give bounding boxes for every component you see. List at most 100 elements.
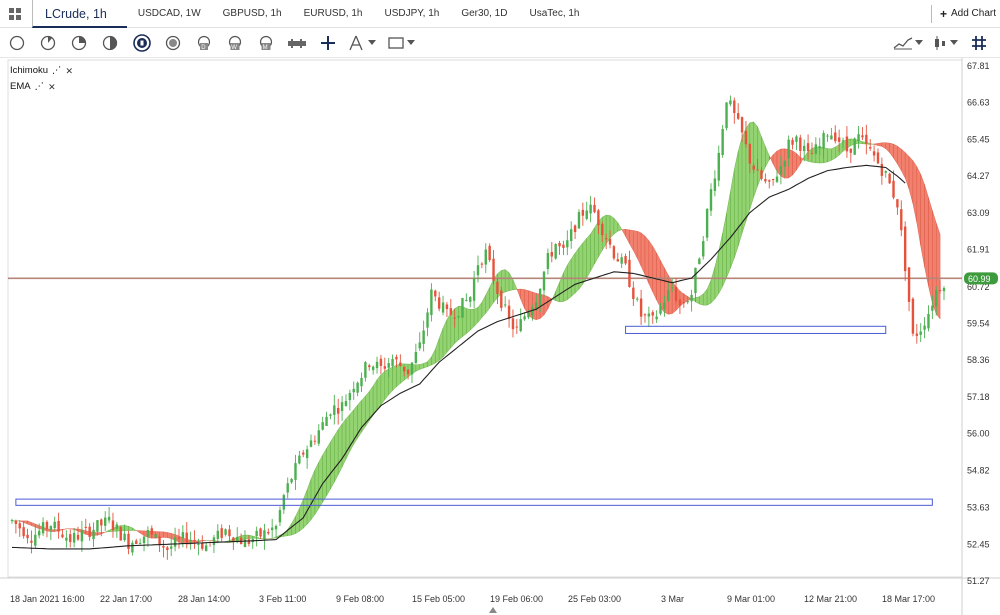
ichimoku-cloud-segment	[703, 288, 708, 306]
tab-usdjpy[interactable]: USDJPY, 1h	[384, 7, 440, 19]
timeframe-weekly-icon[interactable]: W	[225, 33, 245, 53]
tab-gbpusd[interactable]: GBPUSD, 1h	[222, 7, 282, 19]
tab-usdcad[interactable]: USDCAD, 1W	[137, 7, 201, 19]
tab-lcrude[interactable]: LCrude, 1h	[32, 0, 127, 28]
candle-body	[744, 130, 748, 145]
ichimoku-cloud-segment	[310, 469, 316, 521]
price-badge-label: 60.99	[968, 274, 991, 284]
ichimoku-cloud-segment	[563, 265, 568, 302]
tab-usatec[interactable]: UsaTec, 1h	[529, 7, 580, 19]
settings-dots-icon[interactable]: ⋰	[34, 81, 45, 92]
candle-body	[302, 452, 305, 455]
candle-body	[201, 542, 204, 549]
candle-body	[399, 362, 402, 366]
ichimoku-cloud-segment	[252, 535, 257, 539]
compass-drawing-icon[interactable]	[346, 33, 366, 53]
ichimoku-cloud-segment	[749, 121, 754, 210]
drawing-toolbar: D W M	[0, 28, 1000, 58]
ichimoku-cloud-segment	[547, 296, 552, 310]
timeframe-clock-icon[interactable]	[38, 33, 58, 53]
candle-body	[119, 527, 122, 541]
rectangle-shape-icon[interactable]	[386, 33, 406, 53]
candle-body	[570, 229, 573, 242]
candle-body	[550, 251, 553, 257]
indicators-icon[interactable]	[892, 33, 914, 53]
chart-style-icon[interactable]	[930, 33, 950, 53]
ichimoku-cloud-segment	[726, 191, 731, 278]
candle-body	[519, 319, 522, 332]
candle-body	[430, 289, 433, 316]
layout-grid-icon[interactable]	[0, 0, 30, 28]
candle-body	[764, 179, 767, 182]
tab-eurusd[interactable]: EURUSD, 1h	[303, 7, 363, 19]
tab-ger30[interactable]: Ger30, 1D	[461, 7, 508, 19]
candle-body	[651, 312, 654, 316]
candle-body	[503, 304, 507, 306]
candle-body	[138, 542, 142, 544]
add-chart-button[interactable]: + Add Chart	[930, 5, 996, 23]
candle-body	[197, 543, 200, 545]
ichimoku-cloud-segment	[306, 479, 312, 525]
price-chart[interactable]: 67.81 66.63 65.45 64.27 63.09 61.91 60.72 59.54…	[0, 58, 1000, 615]
candle-body	[131, 542, 134, 553]
candle-body	[818, 146, 821, 149]
chevron-down-icon[interactable]	[949, 33, 959, 53]
candle-body	[923, 325, 926, 330]
candle-body	[736, 113, 740, 119]
candle-body	[472, 278, 476, 301]
y-axis-tick-label: 63.09	[967, 208, 990, 218]
ichimoku-cloud-segment	[303, 489, 308, 529]
chevron-down-icon[interactable]	[405, 33, 417, 53]
candle-body	[216, 530, 220, 539]
candlestick-chart[interactable]: 67.81 66.63 65.45 64.27 63.09 61.91 60.72 59.54…	[0, 58, 1000, 615]
candle-type-icon[interactable]	[286, 33, 308, 53]
timeframe-clock-icon[interactable]	[100, 33, 120, 53]
candle-body	[395, 356, 398, 360]
candle-body	[220, 528, 223, 538]
timeframe-daily-icon[interactable]: D	[194, 33, 214, 53]
candle-body	[158, 536, 161, 546]
chevron-down-icon[interactable]	[366, 33, 378, 53]
ichimoku-cloud-segment	[256, 536, 261, 539]
candle-body	[204, 545, 208, 552]
close-icon[interactable]: ✕	[65, 66, 74, 76]
crosshair-icon[interactable]	[318, 33, 338, 53]
timeframe-monthly-icon[interactable]: M	[256, 33, 276, 53]
candle-body	[461, 298, 464, 318]
candle-body	[135, 540, 138, 545]
ichimoku-cloud-segment	[819, 146, 824, 164]
candle-body	[383, 366, 386, 369]
y-axis-tick-label: 54.82	[967, 465, 990, 475]
candle-body	[861, 135, 864, 138]
timeframe-clock-icon[interactable]	[69, 33, 89, 53]
ichimoku-cloud-segment	[718, 233, 723, 294]
candle-body	[515, 326, 519, 328]
ichimoku-cloud-segment	[136, 530, 141, 534]
ichimoku-cloud-segment	[504, 269, 510, 293]
close-icon[interactable]: ✕	[48, 82, 56, 92]
candle-body	[189, 539, 192, 542]
candle-body	[18, 523, 21, 529]
candle-body	[538, 289, 542, 306]
ichimoku-cloud-segment	[714, 251, 719, 300]
settings-dots-icon[interactable]: ⋰	[52, 65, 62, 76]
candle-body	[333, 405, 336, 415]
candle-body	[329, 414, 332, 416]
candle-body	[309, 440, 313, 447]
candle-body	[53, 521, 56, 529]
candle-body	[255, 530, 258, 537]
grid-toggle-icon[interactable]	[969, 33, 989, 53]
candle-body	[779, 166, 783, 175]
ichimoku-cloud-segment	[508, 271, 514, 291]
timeframe-4h-icon[interactable]	[163, 33, 183, 53]
timeframe-hour-icon[interactable]	[132, 33, 152, 53]
timeframe-clock-icon[interactable]	[7, 33, 27, 53]
candle-body	[469, 297, 472, 302]
candle-body	[659, 306, 662, 314]
ichimoku-cloud-segment	[885, 142, 890, 154]
ichimoku-cloud-segment	[765, 146, 770, 168]
chevron-down-icon[interactable]	[914, 33, 924, 53]
candle-body	[705, 209, 709, 238]
legend-label: EMA	[10, 81, 31, 92]
candle-body	[768, 180, 771, 182]
